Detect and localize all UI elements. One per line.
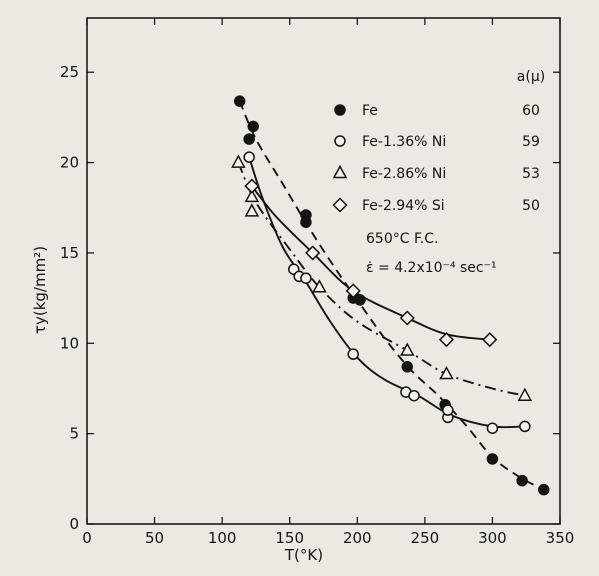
legend-marker-1 (334, 135, 346, 147)
x-tick-label: 200 (343, 529, 372, 547)
legend-marker-3 (332, 197, 348, 213)
data-point-s3-p0 (244, 178, 260, 194)
data-point-s1-p8 (442, 404, 454, 416)
legend-markers (332, 104, 348, 213)
data-point-s0-p9 (486, 453, 499, 465)
legend-marker-0 (334, 104, 346, 116)
data-point-s2-p1 (244, 188, 260, 203)
data-point-s0-p7 (401, 361, 414, 373)
data-point-s2-p2 (244, 203, 260, 217)
data-point-s3-p4 (438, 332, 455, 348)
x-tick-label: 50 (145, 529, 164, 547)
data-point-s0-p2 (247, 120, 259, 133)
data-point-s0-p11 (538, 483, 550, 496)
y-axis-label: τy(kg/mm²) (31, 246, 49, 334)
grain-size-fe-ni-136: 59 (522, 134, 540, 150)
condition-strain-rate: ε̇ = 4.2x10⁻⁴ sec⁻¹ (366, 260, 497, 276)
data-point-s1-p3 (300, 272, 312, 284)
legend: a(μ) Fe Fe-1.36% Ni Fe-2.86% Ni Fe-2.94%… (332, 69, 545, 276)
data-point-s0-p6 (354, 294, 366, 306)
data-point-s1-p0 (243, 151, 255, 163)
condition-heat-treatment: 650°C F.C. (366, 231, 438, 247)
data-point-s2-p4 (400, 342, 415, 356)
data-point-s1-p10 (519, 420, 531, 433)
plot-frame (86, 17, 561, 525)
y-tick-label: 20 (60, 154, 79, 172)
legend-label-fe: Fe (362, 103, 378, 119)
data-point-s3-p2 (345, 283, 361, 299)
data-point-s3-p1 (305, 245, 321, 261)
series-markers (231, 95, 550, 496)
legend-label-fe-si: Fe-2.94% Si (362, 198, 445, 214)
y-tick-label: 25 (60, 63, 79, 81)
data-point-s3-p5 (482, 332, 498, 348)
series-line-2 (237, 162, 526, 397)
data-point-s0-p1 (243, 133, 255, 145)
x-tick-label: 0 (82, 529, 92, 547)
data-point-s1-p6 (408, 389, 420, 402)
data-point-s0-p0 (233, 95, 246, 107)
x-tick-label: 250 (411, 529, 440, 547)
y-tick-label: 10 (60, 334, 79, 352)
legend-label-fe-ni-286: Fe-2.86% Ni (362, 166, 446, 182)
x-tick-label: 150 (275, 529, 304, 547)
data-point-s0-p4 (300, 209, 312, 221)
legend-label-fe-ni-136: Fe-1.36% Ni (362, 134, 446, 150)
x-tick-label: 100 (208, 529, 237, 547)
data-point-s3-p3 (399, 310, 415, 326)
y-tick-label: 15 (60, 244, 79, 262)
x-axis-label: T(°K) (284, 546, 323, 564)
y-tick-label: 5 (69, 425, 79, 443)
data-point-s2-p3 (312, 279, 327, 293)
grain-size-fe: 60 (522, 103, 540, 119)
data-point-s0-p10 (516, 474, 528, 487)
y-tick-label: 0 (69, 515, 79, 533)
grain-size-fe-si: 50 (522, 198, 540, 214)
x-tick-label: 350 (546, 529, 575, 547)
data-point-s1-p4 (347, 348, 359, 360)
grain-size-fe-ni-286: 53 (522, 166, 540, 182)
x-tick-label: 300 (478, 529, 507, 547)
axis-ticks: 0 50 100 150 200 250 300 350 0 5 10 15 20 25 (60, 18, 574, 547)
data-point-s2-p0 (231, 154, 246, 168)
data-point-s2-p5 (439, 365, 454, 380)
data-point-s1-p9 (486, 422, 499, 434)
legend-header: a(μ) (517, 69, 545, 85)
data-point-s2-p6 (517, 387, 533, 401)
legend-marker-2 (332, 164, 348, 179)
